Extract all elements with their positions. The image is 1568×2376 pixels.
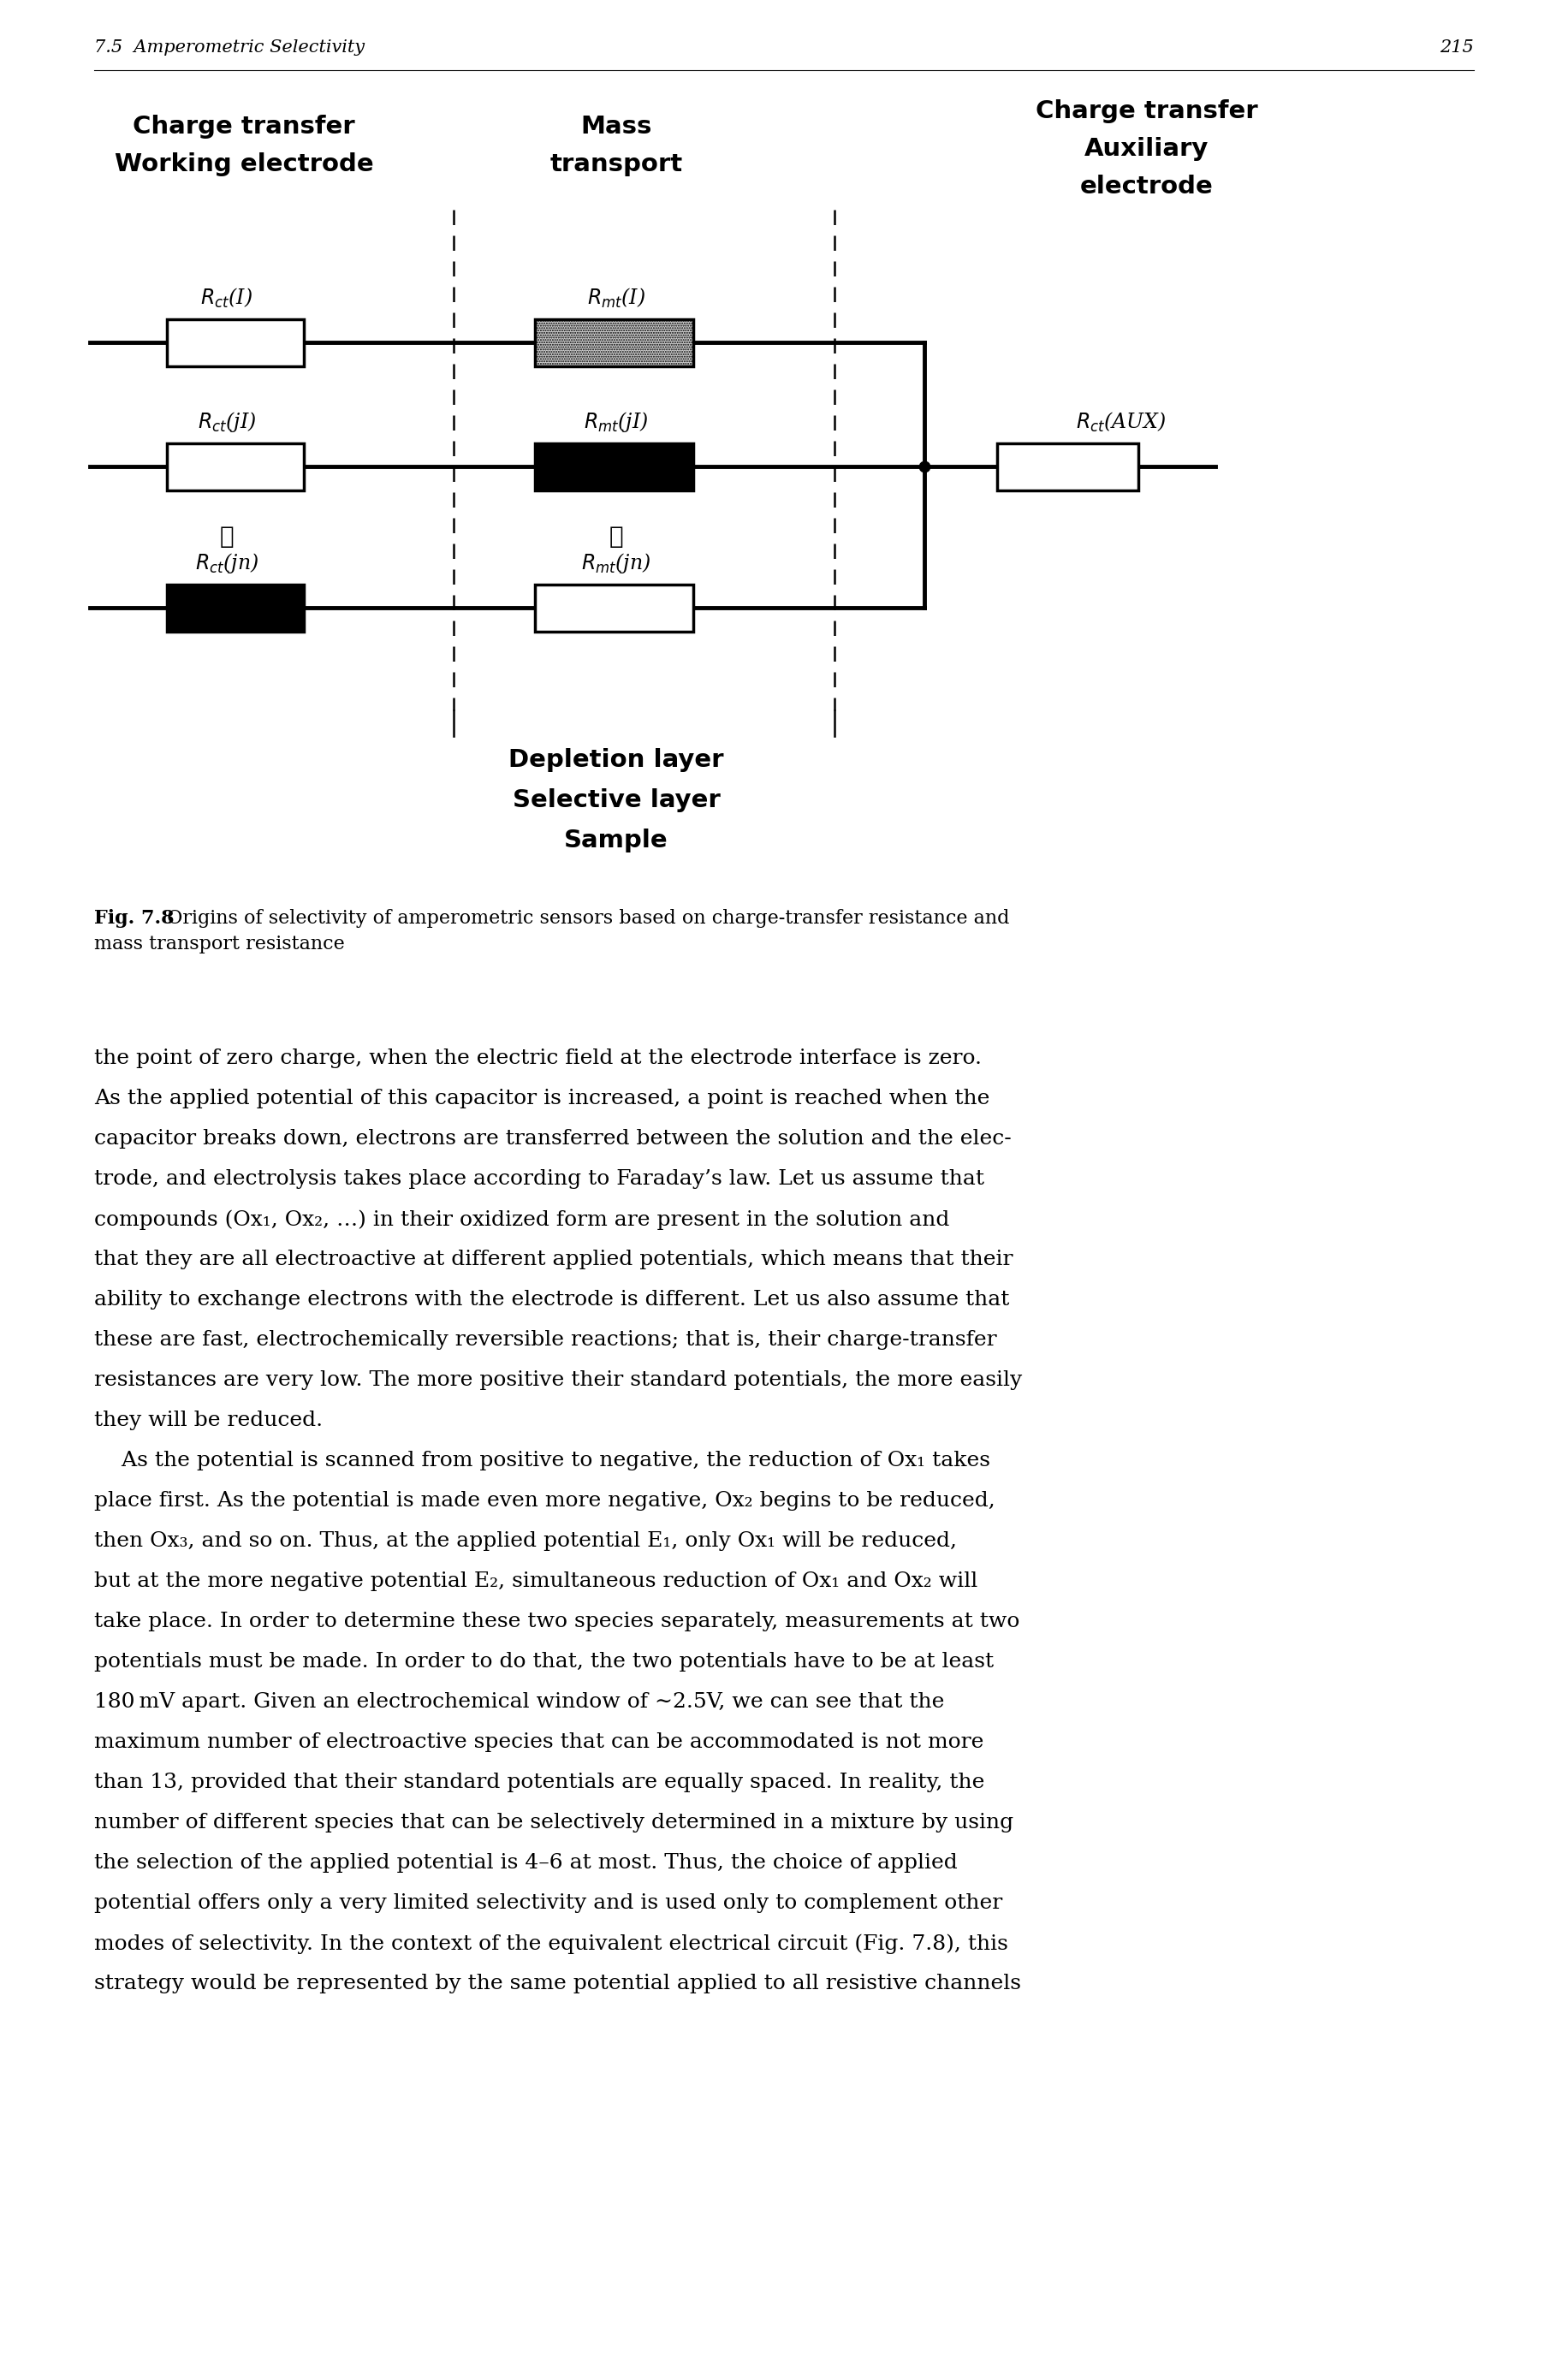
Bar	[535, 318, 693, 366]
Text: Mass: Mass	[580, 114, 652, 138]
Text: Depletion layer: Depletion layer	[508, 748, 724, 772]
Text: mass transport resistance: mass transport resistance	[94, 934, 345, 953]
Text: the selection of the applied potential is 4–6 at most. Thus, the choice of appli: the selection of the applied potential i…	[94, 1853, 958, 1872]
Text: $R_{ct}$(AUX): $R_{ct}$(AUX)	[1076, 411, 1167, 432]
Text: $R_{mt}$(jI): $R_{mt}$(jI)	[583, 411, 649, 435]
Text: Working electrode: Working electrode	[114, 152, 373, 176]
Text: modes of selectivity. In the context of the equivalent electrical circuit (Fig. : modes of selectivity. In the context of …	[94, 1934, 1008, 1953]
Text: compounds (Ox₁, Ox₂, …) in their oxidized form are present in the solution and: compounds (Ox₁, Ox₂, …) in their oxidize…	[94, 1209, 950, 1228]
Bar	[166, 318, 304, 366]
Text: transport: transport	[550, 152, 682, 176]
Bar	[166, 442, 304, 489]
Text: potential offers only a very limited selectivity and is used only to complement : potential offers only a very limited sel…	[94, 1894, 1002, 1913]
Text: 215: 215	[1439, 38, 1474, 55]
Text: 7.5  Amperometric Selectivity: 7.5 Amperometric Selectivity	[94, 38, 365, 55]
Text: As the potential is scanned from positive to negative, the reduction of Ox₁ take: As the potential is scanned from positiv…	[94, 1452, 991, 1471]
Text: number of different species that can be selectively determined in a mixture by u: number of different species that can be …	[94, 1813, 1013, 1832]
Text: capacitor breaks down, electrons are transferred between the solution and the el: capacitor breaks down, electrons are tra…	[94, 1129, 1011, 1148]
Text: they will be reduced.: they will be reduced.	[94, 1411, 323, 1430]
Text: then Ox₃, and so on. Thus, at the applied potential E₁, only Ox₁ will be reduced: then Ox₃, and so on. Thus, at the applie…	[94, 1530, 956, 1552]
Text: strategy would be represented by the same potential applied to all resistive cha: strategy would be represented by the sam…	[94, 1974, 1021, 1993]
Text: ⋮: ⋮	[608, 525, 624, 549]
Text: Selective layer: Selective layer	[513, 789, 720, 813]
Text: place first. As the potential is made even more negative, Ox₂ begins to be reduc: place first. As the potential is made ev…	[94, 1492, 996, 1511]
Text: $R_{ct}$(I): $R_{ct}$(I)	[201, 285, 252, 309]
Text: 180 mV apart. Given an electrochemical window of ∼2.5V, we can see that the: 180 mV apart. Given an electrochemical w…	[94, 1692, 944, 1711]
Text: the point of zero charge, when the electric field at the electrode interface is : the point of zero charge, when the elect…	[94, 1048, 982, 1069]
Text: take place. In order to determine these two species separately, measurements at : take place. In order to determine these …	[94, 1611, 1019, 1632]
Text: potentials must be made. In order to do that, the two potentials have to be at l: potentials must be made. In order to do …	[94, 1651, 994, 1673]
Text: Charge transfer: Charge transfer	[1036, 100, 1258, 124]
Text: $R_{ct}$(jI): $R_{ct}$(jI)	[198, 411, 256, 435]
Text: maximum number of electroactive species that can be accommodated is not more: maximum number of electroactive species …	[94, 1732, 983, 1751]
Bar	[535, 584, 693, 632]
Text: resistances are very low. The more positive their standard potentials, the more : resistances are very low. The more posit…	[94, 1371, 1022, 1390]
Text: Auxiliary: Auxiliary	[1085, 138, 1209, 162]
Text: $R_{mt}$(I): $R_{mt}$(I)	[586, 285, 646, 309]
Text: Fig. 7.8: Fig. 7.8	[94, 910, 174, 927]
Text: Sample: Sample	[564, 829, 668, 853]
Text: Origins of selectivity of amperometric sensors based on charge-transfer resistan: Origins of selectivity of amperometric s…	[162, 910, 1010, 927]
Text: these are fast, electrochemically reversible reactions; that is, their charge-tr: these are fast, electrochemically revers…	[94, 1331, 997, 1350]
Text: than 13, provided that their standard potentials are equally spaced. In reality,: than 13, provided that their standard po…	[94, 1772, 985, 1792]
Text: $R_{ct}$(jn): $R_{ct}$(jn)	[194, 551, 259, 575]
Text: that they are all electroactive at different applied potentials, which means tha: that they are all electroactive at diffe…	[94, 1250, 1013, 1269]
Bar	[535, 442, 693, 489]
Text: $R_{mt}$(jn): $R_{mt}$(jn)	[582, 551, 651, 575]
Text: electrode: electrode	[1080, 173, 1214, 200]
Text: As the applied potential of this capacitor is increased, a point is reached when: As the applied potential of this capacit…	[94, 1088, 989, 1107]
Bar	[166, 584, 304, 632]
Text: ⋮: ⋮	[220, 525, 234, 549]
Text: Charge transfer: Charge transfer	[133, 114, 354, 138]
Text: ability to exchange electrons with the electrode is different. Let us also assum: ability to exchange electrons with the e…	[94, 1290, 1010, 1309]
Bar	[997, 442, 1138, 489]
Text: but at the more negative potential E₂, simultaneous reduction of Ox₁ and Ox₂ wil: but at the more negative potential E₂, s…	[94, 1571, 977, 1592]
Text: trode, and electrolysis takes place according to Faraday’s law. Let us assume th: trode, and electrolysis takes place acco…	[94, 1169, 985, 1188]
